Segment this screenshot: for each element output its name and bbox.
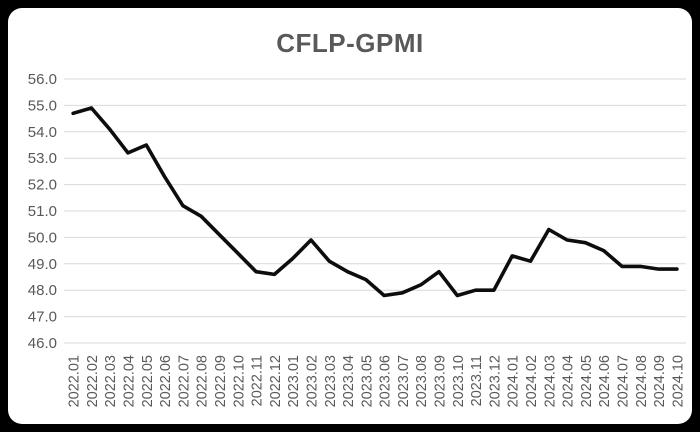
x-tick-label: 2022.08 [195,355,211,407]
x-tick-label: 2022.09 [213,355,229,407]
y-tick-label: 56.0 [28,71,57,88]
x-tick-label: 2023.01 [286,355,302,407]
x-tick-label: 2024.09 [652,355,668,407]
y-tick-label: 53.0 [28,150,57,167]
y-tick-label: 52.0 [28,177,57,194]
x-tick-label: 2023.04 [341,355,357,407]
x-tick-label: 2024.04 [561,355,577,407]
x-axis-labels: 2022.01 2022.02 2022.03 2022.04 2022.05 2022.… [67,355,687,407]
y-tick-label: 48.0 [28,282,57,299]
x-tick-label: 2022.12 [268,355,284,407]
x-tick-label: 2022.11 [250,355,266,406]
x-tick-label: 2023.10 [451,355,467,407]
x-tick-label: 2022.10 [231,355,247,407]
x-tick-label: 2024.08 [634,355,650,407]
chart-title: CFLP-GPMI [276,28,424,58]
x-tick-label: 2023.03 [323,355,339,407]
x-tick-label: 2022.06 [158,355,174,407]
x-tick-label: 2024.07 [616,355,632,407]
x-tick-label: 2023.11 [469,355,485,406]
x-tick-label: 2023.09 [433,355,449,407]
x-tick-label: 2024.03 [542,355,558,407]
x-tick-label: 2022.02 [85,355,101,407]
x-tick-label: 2023.08 [414,355,430,407]
x-tick-label: 2022.01 [67,355,83,407]
x-tick-label: 2023.12 [487,355,503,407]
y-tick-label: 54.0 [28,124,57,141]
x-tick-label: 2022.07 [176,355,192,407]
x-tick-label: 2022.05 [140,355,156,407]
x-tick-label: 2024.01 [506,355,522,407]
x-tick-label: 2024.10 [670,355,686,407]
gridlines [64,78,686,344]
x-tick-label: 2023.07 [396,355,412,407]
y-axis-labels: 56.0 55.0 54.0 53.0 52.0 51.0 50.0 49.0 48.0 47.0… [28,71,57,352]
y-tick-label: 50.0 [28,229,57,246]
x-tick-label: 2024.02 [524,355,540,407]
y-tick-label: 47.0 [28,309,57,326]
x-tick-label: 2023.02 [305,355,321,407]
x-tick-label: 2022.03 [103,355,119,407]
x-tick-label: 2024.06 [597,355,613,407]
x-tick-label: 2023.05 [359,355,375,407]
y-tick-label: 46.0 [28,335,57,352]
x-tick-label: 2024.05 [579,355,595,407]
y-tick-label: 49.0 [28,256,57,273]
chart-panel: CFLP-GPMI [8,8,692,424]
series-line [71,106,679,298]
y-tick-label: 55.0 [28,97,57,114]
x-tick-label: 2023.06 [378,355,394,407]
x-tick-label: 2022.04 [122,355,138,407]
y-tick-label: 51.0 [28,203,57,220]
